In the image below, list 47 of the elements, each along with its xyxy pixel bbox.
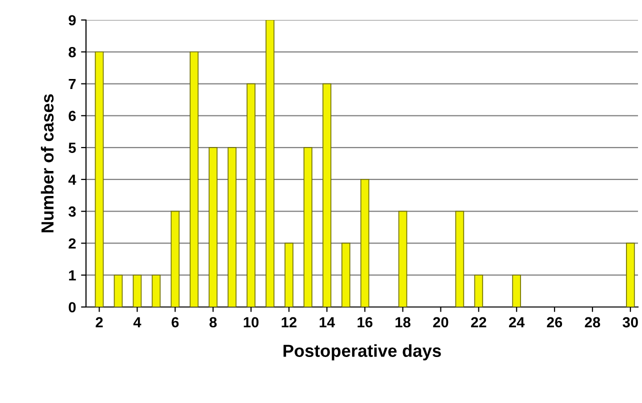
x-tick-label: 6 <box>172 317 179 328</box>
y-tick-label: 2 <box>68 238 76 249</box>
bar <box>114 274 123 307</box>
y-tick-label: 1 <box>69 270 76 280</box>
y-tick-label: 6 <box>68 110 76 122</box>
x-tick-label: 28 <box>584 317 600 328</box>
x-tick-label: 10 <box>244 317 259 328</box>
bar <box>284 242 294 307</box>
y-tick-label: 0 <box>68 302 76 312</box>
bar <box>474 274 484 307</box>
x-tick-label: 24 <box>508 317 525 328</box>
bar <box>228 147 236 307</box>
y-tick-label: 9 <box>68 15 76 26</box>
bar <box>455 210 464 307</box>
bar <box>304 147 312 307</box>
y-axis-title: Number of cases <box>40 94 54 232</box>
x-tick-label: 26 <box>546 317 562 328</box>
bar <box>341 242 350 307</box>
y-tick-label: 8 <box>68 46 76 58</box>
y-tick-label: 4 <box>68 174 76 185</box>
bar <box>170 210 180 307</box>
bar <box>190 51 199 307</box>
x-tick-label: 18 <box>396 317 410 328</box>
x-tick-label: 8 <box>210 317 217 328</box>
bar <box>208 147 218 307</box>
x-tick-label: 12 <box>282 317 296 328</box>
y-tick-label: 7 <box>68 79 76 90</box>
x-tick-label: 2 <box>96 317 103 328</box>
x-axis-title: Postoperative days <box>284 344 441 360</box>
bar <box>398 210 408 307</box>
bar <box>512 274 521 307</box>
bar <box>322 83 332 307</box>
x-tick-label: 14 <box>320 317 335 328</box>
x-tick-label: 20 <box>433 317 448 328</box>
x-tick-label: 16 <box>358 317 372 328</box>
bar <box>132 274 142 307</box>
bar <box>152 274 161 307</box>
bar <box>266 20 274 307</box>
bar <box>246 83 256 307</box>
bar <box>360 179 370 307</box>
x-tick-label: 22 <box>471 317 486 328</box>
x-tick-label: 4 <box>133 317 142 328</box>
x-tick-label: 30 <box>622 317 638 328</box>
y-tick-label: 3 <box>68 206 76 217</box>
bar <box>626 242 635 307</box>
y-tick-label: 5 <box>68 142 76 153</box>
bar <box>94 51 104 307</box>
